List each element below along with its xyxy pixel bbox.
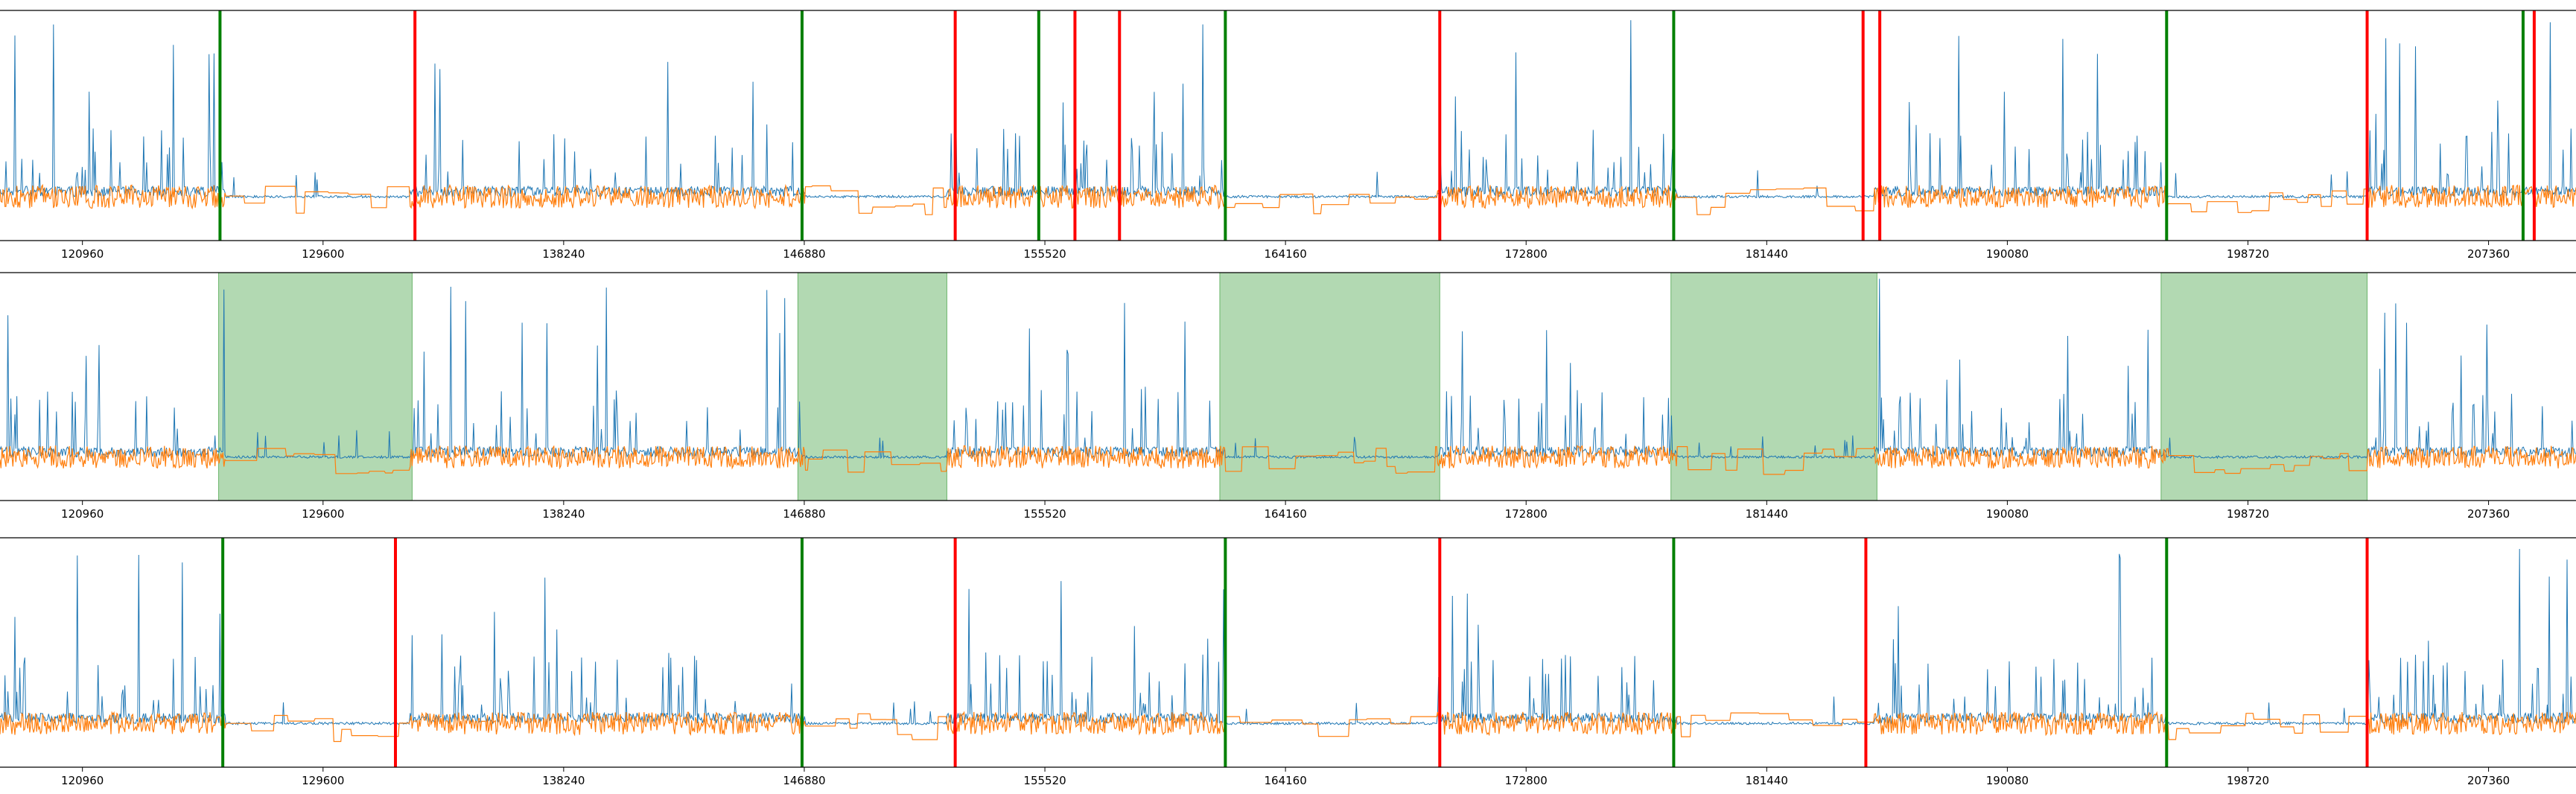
x-tick-label: 129600 xyxy=(302,507,344,521)
interval-span-5 xyxy=(2160,272,2368,501)
x-tick-label: 146880 xyxy=(783,247,825,261)
x-tick-label: 120960 xyxy=(61,507,104,521)
x-tick-label: 172800 xyxy=(1505,247,1548,261)
interval-span-2 xyxy=(797,272,947,501)
x-tick-label: 198720 xyxy=(2227,247,2269,261)
x-tick-label: 146880 xyxy=(783,774,825,787)
x-tick-label: 138240 xyxy=(542,774,585,787)
series-line-orange xyxy=(0,445,2576,475)
interval-span-3 xyxy=(1219,272,1440,501)
x-tick-label: 129600 xyxy=(302,774,344,787)
x-tick-label: 146880 xyxy=(783,507,825,521)
x-tick-label: 207360 xyxy=(2467,507,2510,521)
x-tick-label: 181440 xyxy=(1746,247,1788,261)
x-tick-label: 181440 xyxy=(1746,774,1788,787)
x-tick-label: 120960 xyxy=(61,774,104,787)
x-tick-label: 164160 xyxy=(1265,247,1307,261)
x-tick-label: 190080 xyxy=(1986,774,2029,787)
x-tick-label: 198720 xyxy=(2227,507,2269,521)
series-line-blue xyxy=(0,548,2576,726)
x-tick-label: 155520 xyxy=(1023,774,1066,787)
panel-middle: 120960 129600 138240 146880 155520 164160 1728… xyxy=(0,272,2576,521)
x-tick-label: 164160 xyxy=(1265,774,1307,787)
x-tick-label: 190080 xyxy=(1986,247,2029,261)
panel-top: 120960 129600 138240 146880 155520 164160 1728… xyxy=(0,10,2576,261)
x-tick-label: 138240 xyxy=(542,247,585,261)
series-line-orange xyxy=(0,183,2576,215)
x-tick-label: 129600 xyxy=(302,247,344,261)
x-tick-label: 207360 xyxy=(2467,774,2510,787)
panel-bottom: 120960 129600 138240 146880 155520 164160 1728… xyxy=(0,537,2576,787)
x-tick-label: 172800 xyxy=(1505,774,1548,787)
series-line-blue xyxy=(0,20,2576,199)
x-tick-label: 198720 xyxy=(2227,774,2269,787)
x-tick-label: 207360 xyxy=(2467,247,2510,261)
x-tick-label: 190080 xyxy=(1986,507,2029,521)
interval-span-4 xyxy=(1670,272,1877,501)
x-tick-label: 155520 xyxy=(1023,247,1066,261)
x-tick-label: 172800 xyxy=(1505,507,1548,521)
x-tick-label: 138240 xyxy=(542,507,585,521)
x-tick-label: 181440 xyxy=(1746,507,1788,521)
x-tick-label: 120960 xyxy=(61,247,104,261)
series-line-orange xyxy=(0,711,2576,743)
interval-span-1 xyxy=(218,272,413,501)
x-tick-label: 164160 xyxy=(1265,507,1307,521)
x-tick-label: 155520 xyxy=(1023,507,1066,521)
